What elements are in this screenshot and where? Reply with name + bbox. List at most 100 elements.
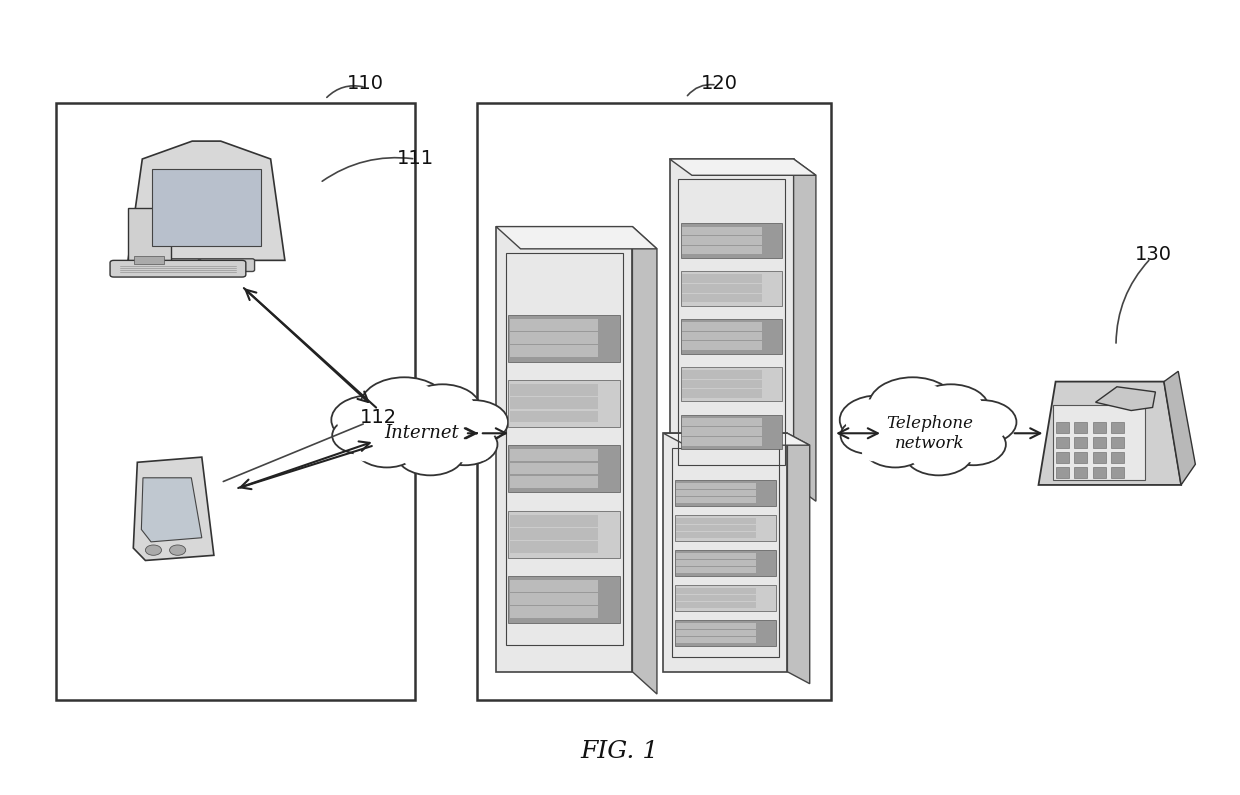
Bar xyxy=(510,528,598,540)
Bar xyxy=(678,179,785,465)
Bar xyxy=(1055,437,1069,448)
Bar xyxy=(1074,452,1087,463)
Circle shape xyxy=(336,399,403,441)
Bar xyxy=(1111,422,1125,433)
Bar xyxy=(676,560,756,566)
Circle shape xyxy=(844,420,894,452)
Bar xyxy=(682,236,763,245)
Bar xyxy=(508,315,620,362)
Bar xyxy=(676,483,756,489)
Text: 110: 110 xyxy=(347,74,384,93)
Bar xyxy=(676,567,756,573)
Circle shape xyxy=(844,399,911,441)
Circle shape xyxy=(913,384,990,433)
Circle shape xyxy=(355,426,419,467)
Bar xyxy=(682,370,763,378)
Bar xyxy=(675,515,776,541)
Circle shape xyxy=(869,378,956,433)
Bar xyxy=(676,553,756,559)
FancyBboxPatch shape xyxy=(164,258,254,271)
Bar xyxy=(676,525,756,531)
Circle shape xyxy=(863,426,928,467)
Bar xyxy=(508,576,620,622)
Bar xyxy=(510,384,598,396)
Bar xyxy=(682,390,763,398)
Bar xyxy=(510,463,598,475)
FancyBboxPatch shape xyxy=(862,403,998,461)
Circle shape xyxy=(945,426,1002,463)
Bar xyxy=(1092,467,1106,478)
Bar xyxy=(1055,452,1069,463)
Circle shape xyxy=(918,388,983,430)
Bar xyxy=(682,418,763,426)
Text: 111: 111 xyxy=(397,149,434,169)
Bar xyxy=(128,207,171,273)
Circle shape xyxy=(439,400,508,444)
Bar xyxy=(1055,467,1069,478)
Bar xyxy=(682,227,763,235)
Bar xyxy=(682,342,763,350)
Circle shape xyxy=(433,424,497,465)
Bar xyxy=(672,448,779,657)
FancyBboxPatch shape xyxy=(110,261,246,277)
Bar xyxy=(1092,422,1106,433)
Polygon shape xyxy=(128,142,285,261)
Bar xyxy=(676,532,756,538)
Polygon shape xyxy=(632,227,657,694)
Bar xyxy=(676,595,756,601)
Bar xyxy=(682,293,763,302)
Bar xyxy=(510,541,598,553)
Text: FIG. 1: FIG. 1 xyxy=(580,740,660,762)
Bar xyxy=(682,428,763,436)
Bar xyxy=(477,103,831,700)
Bar xyxy=(1092,437,1106,448)
Text: 120: 120 xyxy=(701,74,738,93)
Bar xyxy=(676,637,756,643)
Bar xyxy=(676,622,756,629)
Circle shape xyxy=(904,431,973,475)
Bar xyxy=(508,445,620,492)
Circle shape xyxy=(331,395,408,444)
Bar xyxy=(508,510,620,557)
Bar xyxy=(1074,437,1087,448)
Bar xyxy=(510,398,598,409)
Bar xyxy=(676,490,756,496)
Circle shape xyxy=(336,420,386,452)
Bar xyxy=(682,246,763,254)
Bar xyxy=(682,437,763,446)
Bar xyxy=(675,550,776,576)
Polygon shape xyxy=(663,433,810,445)
Bar xyxy=(496,227,632,672)
Circle shape xyxy=(952,403,1012,441)
Bar xyxy=(676,497,756,503)
Bar xyxy=(510,319,598,331)
Bar xyxy=(676,602,756,608)
Bar xyxy=(681,415,782,449)
Circle shape xyxy=(332,417,389,454)
Polygon shape xyxy=(134,457,215,560)
Circle shape xyxy=(409,388,475,430)
Circle shape xyxy=(436,426,494,463)
Polygon shape xyxy=(794,159,816,502)
Bar xyxy=(1053,405,1146,479)
Bar xyxy=(682,332,763,340)
Circle shape xyxy=(396,431,465,475)
Circle shape xyxy=(170,545,186,555)
Polygon shape xyxy=(1096,386,1156,410)
Circle shape xyxy=(874,381,951,430)
Bar xyxy=(1055,422,1069,433)
Bar xyxy=(670,159,794,485)
Circle shape xyxy=(947,400,1017,444)
Circle shape xyxy=(941,424,1006,465)
Bar xyxy=(675,585,776,611)
Circle shape xyxy=(841,417,898,454)
Bar xyxy=(506,254,622,645)
Bar xyxy=(676,630,756,636)
Circle shape xyxy=(839,395,916,444)
Circle shape xyxy=(358,429,415,464)
Polygon shape xyxy=(1039,382,1180,485)
Polygon shape xyxy=(670,159,816,175)
Circle shape xyxy=(145,545,161,555)
Bar xyxy=(510,449,598,461)
Bar xyxy=(1111,467,1125,478)
